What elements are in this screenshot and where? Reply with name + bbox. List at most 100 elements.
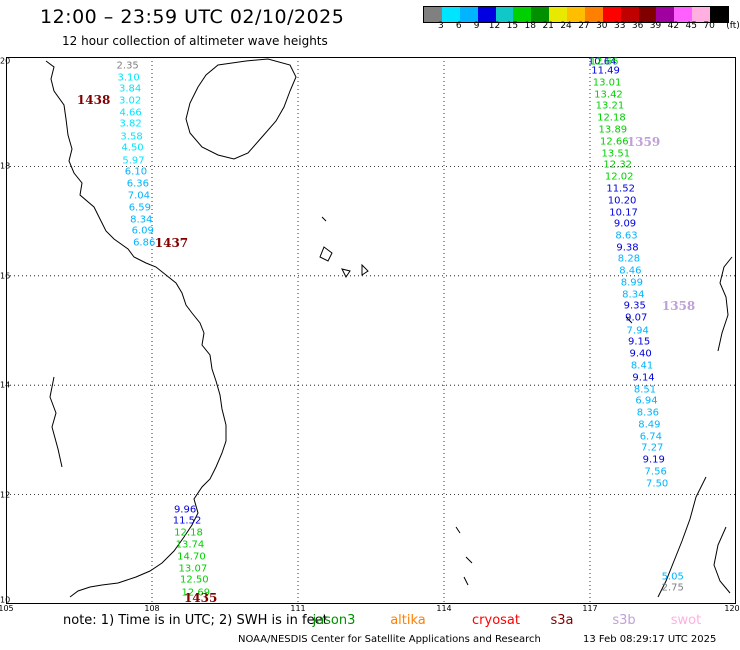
- longitude-label: 114: [436, 604, 452, 613]
- color-scale-label: 36: [631, 21, 644, 31]
- color-swatch: [674, 7, 693, 22]
- pass-number-label: 1359: [626, 134, 661, 149]
- wave-height-point: 9.19: [642, 454, 665, 466]
- color-swatch: [710, 7, 728, 22]
- wave-height-point: 3.84: [118, 83, 142, 95]
- wave-height-point: 9.35: [623, 300, 646, 312]
- color-swatch: [656, 7, 675, 22]
- map-panel: [6, 57, 736, 604]
- wave-height-point: 7.27: [641, 442, 664, 454]
- latitude-label: 20: [0, 56, 11, 66]
- color-scale-labels: 3 6 9 12 15 18 21 24 27 30 33 36 39 42 45 70 (ft): [423, 21, 740, 33]
- color-scale-label: 24: [560, 21, 572, 31]
- wave-height-point: 13.07: [178, 563, 208, 575]
- wave-height-point: 13.42: [594, 89, 623, 101]
- color-swatch: [441, 7, 460, 22]
- wave-height-point: 12.66: [589, 56, 619, 68]
- color-scale-label: 27: [578, 21, 590, 31]
- satellite-legend-entry: jason3: [312, 613, 356, 628]
- wave-height-point: 12.02: [604, 171, 634, 183]
- wave-height-point: 12.66: [600, 136, 629, 148]
- color-scale-bar: [423, 6, 729, 23]
- pass-number-label: 1435: [183, 591, 218, 605]
- color-scale-label: 70: [703, 21, 715, 31]
- color-swatch: [692, 7, 710, 22]
- wave-height-point: 9.96: [173, 504, 197, 516]
- wave-height-point: 3.10: [117, 72, 140, 84]
- color-swatch: [459, 7, 478, 22]
- wave-height-point: 8.49: [638, 419, 661, 431]
- coastline-luzon: [717, 256, 733, 352]
- coastline-mindoro: [657, 476, 731, 598]
- wave-height-point: 8.63: [615, 230, 638, 242]
- wave-height-point: 9.15: [628, 336, 651, 348]
- color-scale-label: 6: [455, 21, 462, 31]
- color-scale-label: 42: [667, 21, 680, 31]
- wave-height-point: 10.20: [607, 195, 637, 207]
- color-swatch: [495, 7, 514, 22]
- latitude-label: 14: [0, 380, 11, 390]
- satellite-legend-entry: s3b: [612, 613, 636, 628]
- wave-height-point: 3.02: [118, 95, 142, 107]
- map-canvas: [6, 57, 736, 604]
- wave-height-point: 6.36: [126, 178, 150, 190]
- wave-height-point: 9.09: [613, 218, 637, 230]
- longitude-label: 105: [0, 604, 14, 613]
- wave-height-point: 7.56: [644, 466, 667, 478]
- color-swatch: [567, 7, 585, 22]
- color-swatch: [584, 7, 603, 22]
- wave-height-point: 13.01: [592, 77, 622, 89]
- wave-height-point: 12.32: [603, 159, 633, 171]
- wave-height-point: 12.50: [180, 574, 209, 586]
- wave-height-point: 9.38: [616, 242, 639, 254]
- wave-height-point: 12.18: [174, 527, 203, 539]
- coastline-laos-border: [49, 376, 63, 468]
- satellite-legend-entry: altika: [390, 613, 426, 628]
- color-scale-label: 21: [542, 21, 554, 31]
- latitude-label: 12: [0, 490, 11, 500]
- page-title: 12:00 – 23:59 UTC 02/10/2025: [40, 6, 345, 28]
- wave-height-point: 6.10: [124, 166, 148, 178]
- wave-height-point: 14.70: [177, 551, 206, 563]
- color-swatch: [620, 7, 639, 22]
- longitude-label: 108: [144, 604, 160, 613]
- coastline-hainan: [185, 58, 297, 160]
- satellite-legend-entry: cryosat: [472, 613, 520, 628]
- page-subtitle: 12 hour collection of altimeter wave hei…: [62, 34, 328, 48]
- wave-height-point: 10.17: [609, 207, 638, 219]
- wave-height-point: 8.46: [619, 265, 642, 277]
- map-border: [6, 57, 736, 604]
- wave-height-point: 11.52: [172, 515, 202, 527]
- wave-height-point: 8.99: [620, 277, 643, 289]
- wave-height-point: 6.94: [635, 395, 658, 407]
- wave-height-point: 9.40: [629, 348, 652, 360]
- graticule-grid: [6, 57, 736, 604]
- wave-height-point: 13.21: [595, 100, 625, 112]
- wave-height-point: 2.35: [116, 60, 139, 72]
- coastline-spratlys: [455, 316, 633, 586]
- wave-height-point: 4.66: [119, 107, 142, 119]
- pass-number-label: 1438: [76, 92, 111, 107]
- wave-height-point: 9.07: [625, 312, 648, 324]
- color-swatch: [602, 7, 621, 22]
- satellite-legend-entry: s3a: [550, 613, 574, 628]
- wave-height-point: 5.97: [122, 155, 145, 167]
- color-scale-label: 33: [613, 21, 626, 31]
- wave-height-point: 7.04: [127, 190, 150, 202]
- color-scale-label: 15: [506, 21, 519, 31]
- satellite-legend-entry: swot: [670, 613, 702, 628]
- color-swatch: [531, 7, 550, 22]
- coastline: [45, 58, 733, 598]
- wave-height-point: 4.50: [121, 142, 144, 154]
- latitude-label: 18: [0, 161, 11, 171]
- footer-timestamp: 13 Feb 08:29:17 UTC 2025: [583, 634, 717, 645]
- coastline-vietnam: [45, 60, 227, 598]
- wave-height-point: 12.18: [597, 112, 626, 124]
- color-scale-label: 30: [596, 21, 608, 31]
- wave-height-point: 5.05: [661, 571, 684, 583]
- wave-height-point: 10.64: [587, 56, 617, 68]
- color-swatch: [638, 7, 657, 22]
- latitude-label: 16: [0, 271, 11, 281]
- legend-note-row: note: 1) Time is in UTC; 2) SWH is in fe…: [0, 613, 740, 629]
- wave-height-point: 13.89: [598, 124, 628, 136]
